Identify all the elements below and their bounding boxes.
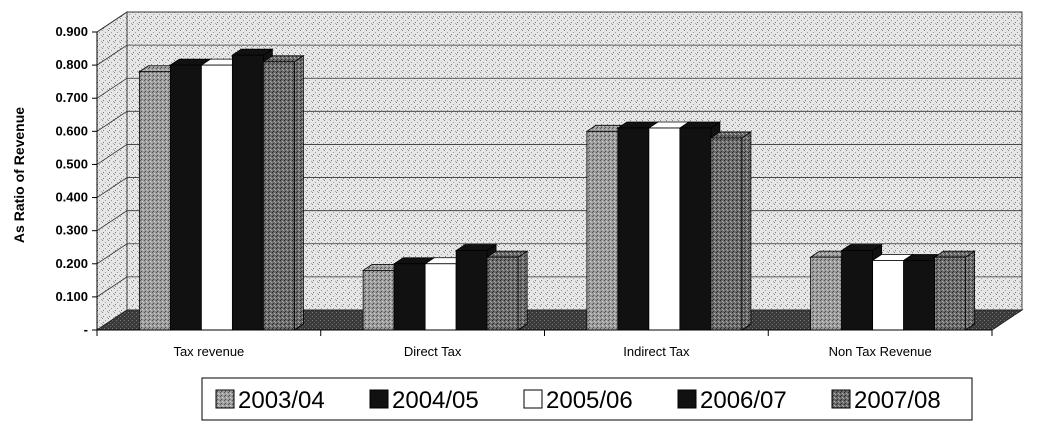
gridline: [96, 44, 1022, 66]
legend-label: 2007/08: [854, 387, 941, 414]
x-category-label: Direct Tax: [404, 344, 462, 359]
legend-swatch: [215, 389, 235, 409]
y-tick-label: 0.300: [55, 223, 88, 238]
y-tick-label: 0.100: [55, 289, 88, 304]
bar: [485, 250, 529, 331]
legend-label: 2005/06: [546, 387, 633, 414]
y-tick-label: 0.500: [55, 156, 88, 171]
y-tick-label: 0.400: [55, 190, 88, 205]
y-tick-label: 0.700: [55, 90, 88, 105]
bar: [392, 257, 436, 331]
y-tick-label: 0.800: [55, 57, 88, 72]
y-tick-label: 0.200: [55, 256, 88, 271]
bar: [262, 55, 305, 331]
legend-label: 2004/05: [392, 387, 479, 414]
x-category-label: Tax revenue: [173, 344, 244, 359]
legend-label: 2006/07: [700, 387, 787, 414]
gridline: [96, 11, 1022, 33]
gridline: [96, 77, 1022, 99]
legend-label: 2003/04: [238, 387, 325, 414]
x-axis: Tax revenue Direct Tax Indirect Tax Non Tax…: [96, 329, 993, 359]
bar: [423, 257, 467, 331]
gridline: [96, 110, 1022, 132]
y-tick-label: 0.900: [55, 24, 88, 39]
y-tick-label: 0.600: [55, 123, 88, 138]
bars: [138, 48, 976, 331]
y-tick-label: -: [84, 322, 88, 337]
legend-swatch: [369, 389, 389, 409]
x-category-label: Indirect Tax: [623, 344, 690, 359]
legend-swatch: [677, 389, 697, 409]
legend: 2003/04 2004/05 2005/06 2006/07 2007/08: [201, 377, 973, 421]
bar: [709, 131, 753, 331]
legend-swatch: [523, 389, 543, 409]
bar: [933, 250, 976, 331]
x-category-label: Non Tax Revenue: [829, 344, 932, 359]
y-axis-title: As Ratio of Revenue: [11, 107, 27, 243]
y-axis: - 0.100 0.200 0.300 0.400 0.500 0.600 0.700 0.80…: [55, 24, 98, 337]
legend-swatch: [831, 389, 851, 409]
